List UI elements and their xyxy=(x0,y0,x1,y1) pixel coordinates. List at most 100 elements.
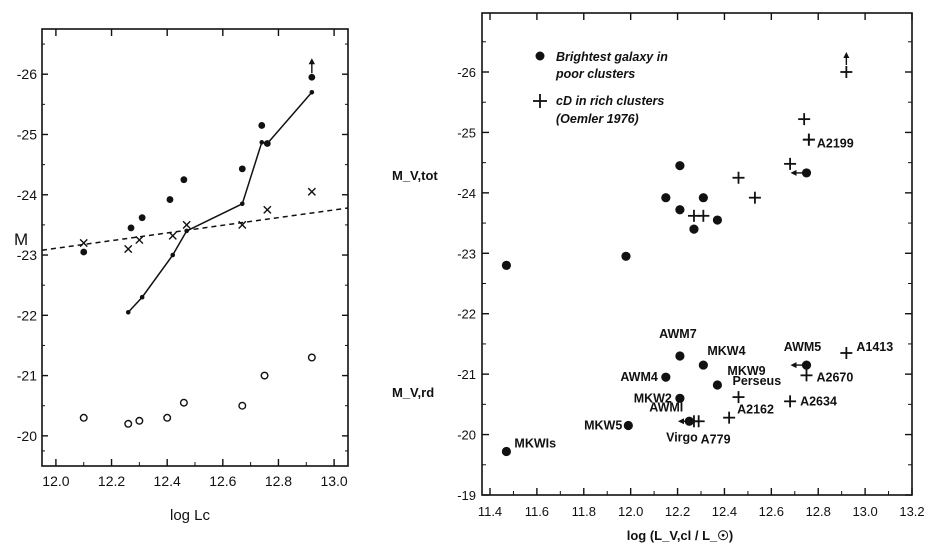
right-y-label-upper-text: M_V,tot xyxy=(392,168,438,183)
left-open-circle xyxy=(163,413,172,422)
right-point-label-a1413: A1413 xyxy=(856,340,893,354)
left-line-point xyxy=(170,252,176,258)
right-point-label-perseus: Perseus xyxy=(733,374,782,388)
right-plus-marker xyxy=(840,346,853,359)
right-filled-dot xyxy=(621,251,631,261)
left-filled-dot xyxy=(138,214,146,222)
right-filled-dot xyxy=(623,420,633,431)
left-x-cross xyxy=(79,238,88,248)
right-x-axis-label: log (L_V,cl / L_☉) xyxy=(627,528,734,543)
right-filled-dot xyxy=(689,224,699,234)
left-y-tick-label: -26 xyxy=(17,66,37,82)
left-x-cross xyxy=(168,231,177,240)
right-x-tick-label: 12.4 xyxy=(712,504,737,519)
left-y-axis: -20 -21 -22 -23 -24 -25 -26 xyxy=(17,43,348,452)
left-data-marks xyxy=(41,58,349,428)
left-y-axis-label: M xyxy=(14,230,28,249)
left-line-point xyxy=(125,309,131,315)
right-plus-marker xyxy=(802,133,815,146)
left-line-point xyxy=(265,141,270,146)
left-chart: -20-21-22-23-24-25-26 12.0 12.2 12.4 12.6 12… xyxy=(14,28,349,524)
right-x-axis: 11.4 11.6 11.8 12.0 12.2 12.4 12.6 12.8 13.0 13.2 xyxy=(478,13,925,519)
legend-dot-line2: poor clusters xyxy=(555,67,635,81)
right-filled-dot xyxy=(712,215,723,225)
left-line-point xyxy=(184,228,189,234)
right-filled-dot xyxy=(501,260,512,270)
right-point-label-awm7: AWM7 xyxy=(659,327,697,341)
right-y-tick-label: -22 xyxy=(457,307,476,322)
left-dashed-fit-line xyxy=(41,207,349,251)
right-legend: Brightest galaxy in poor clusters cD in … xyxy=(533,50,668,126)
legend-dot-line1: Brightest galaxy in xyxy=(556,50,668,64)
left-y-tick-label: -25 xyxy=(17,126,37,142)
right-x-tick-label: 13.0 xyxy=(852,504,877,519)
right-point-label-a2634: A2634 xyxy=(800,394,837,408)
right-plus-marker xyxy=(692,415,705,428)
left-open-circle xyxy=(124,419,133,428)
left-x-cross xyxy=(307,187,316,196)
right-filled-dot xyxy=(801,168,812,178)
left-y-tick-label: -22 xyxy=(17,307,37,323)
left-y-tick-label: -23 xyxy=(17,247,37,263)
right-plus-marker xyxy=(748,191,761,204)
right-point-label-a2670: A2670 xyxy=(817,370,854,384)
right-filled-dot xyxy=(801,360,812,370)
left-filled-dot xyxy=(258,122,266,129)
right-plus-marker xyxy=(800,369,813,382)
right-limit-arrow-tot-head xyxy=(790,169,797,176)
left-x-tick-label: 12.0 xyxy=(42,473,69,489)
right-data-marks xyxy=(501,52,853,457)
right-filled-dot xyxy=(712,380,723,390)
right-y-tick-label: -19 xyxy=(457,488,476,503)
right-y-tick-label: -23 xyxy=(457,246,476,261)
right-limit-arrow-awm1-head xyxy=(677,418,684,425)
right-filled-dot xyxy=(661,193,671,203)
left-x-tick-label: 12.8 xyxy=(265,473,292,489)
right-y-label-upper: M_V,tot xyxy=(392,168,438,183)
right-plus-marker xyxy=(732,171,745,184)
left-x-tick-label: 13.0 xyxy=(320,473,347,489)
right-point-label-awm4: AWM4 xyxy=(620,370,658,384)
right-plus-marker xyxy=(798,113,811,126)
right-point-label-mkw2: MKW2 xyxy=(634,391,672,405)
legend-plus-line1: cD in rich clusters xyxy=(556,94,664,108)
right-x-tick-label: 12.2 xyxy=(665,504,690,519)
right-y-tick-label: -24 xyxy=(457,186,476,201)
right-filled-dot xyxy=(698,193,708,203)
right-limit-arrow-awm5-head xyxy=(790,362,797,369)
right-x-tick-label: 12.8 xyxy=(806,504,831,519)
left-open-circle xyxy=(238,401,247,410)
left-x-cross xyxy=(238,220,247,229)
left-x-tick-label: 12.4 xyxy=(154,473,181,489)
left-upper-limit-arrow-head xyxy=(308,58,316,65)
left-x-cross xyxy=(124,244,133,254)
left-open-circle xyxy=(79,413,88,422)
left-open-circle xyxy=(260,371,269,380)
right-y-tick-label: -25 xyxy=(457,125,476,140)
right-plus-marker xyxy=(840,66,853,78)
right-point-label-mkw5: MKW5 xyxy=(584,419,622,433)
right-plus-marker xyxy=(723,411,736,424)
right-x-tick-label: 13.2 xyxy=(899,504,924,519)
right-x-tick-label: 11.6 xyxy=(525,504,549,519)
left-x-cross xyxy=(182,220,191,229)
right-y-tick-label: -26 xyxy=(457,65,476,80)
right-point-label-a779: A779 xyxy=(701,432,731,446)
right-point-label-mkw9: MKW9 xyxy=(727,364,765,378)
right-plus-marker xyxy=(697,209,710,222)
left-open-circle xyxy=(135,416,144,425)
right-plus-marker xyxy=(732,391,745,404)
right-plus-marker xyxy=(784,157,797,170)
left-y-tick-label: -20 xyxy=(17,428,37,444)
left-filled-dot xyxy=(180,176,188,184)
left-line-point xyxy=(259,140,265,145)
left-open-circle xyxy=(179,398,188,407)
left-line-point xyxy=(239,201,245,207)
legend-dot-marker xyxy=(535,51,545,61)
right-filled-dot xyxy=(675,393,685,403)
left-x-cross xyxy=(263,205,272,214)
left-x-tick-label: 12.6 xyxy=(209,473,236,489)
right-filled-dot xyxy=(675,205,685,215)
right-y-tick-label: -21 xyxy=(457,367,476,382)
